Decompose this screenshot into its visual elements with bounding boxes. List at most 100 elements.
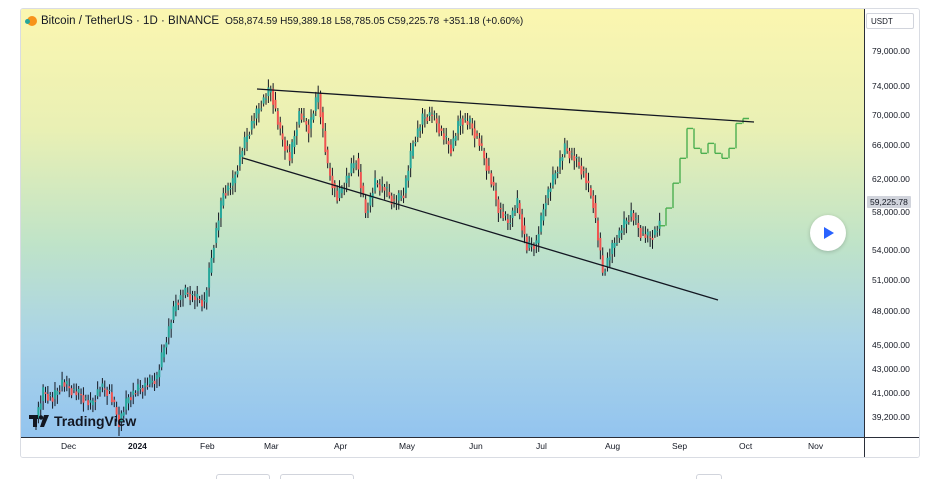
candle-down [582,169,585,171]
candle-down [573,155,576,161]
candle-up [314,97,317,112]
play-button[interactable] [810,215,846,251]
candle-up [608,256,611,261]
candle-up [227,185,230,191]
candle-down [435,118,438,124]
candle-up [381,184,384,186]
candle-down [198,298,201,301]
price-axis[interactable] [864,9,919,437]
candle-down [518,203,521,215]
candle-down [357,158,360,170]
candle-down [497,199,500,214]
candle-down [200,300,203,307]
candle-up [416,128,419,138]
candle-up [182,297,185,299]
candle-down [134,393,137,395]
price-tick-label: 48,000.00 [872,306,910,316]
candlestick-chart[interactable] [21,9,864,437]
candle-down [46,393,49,401]
price-tick-label: 70,000.00 [872,110,910,120]
candle-up [310,117,313,129]
candle-up [165,342,168,348]
candle-down [283,139,286,151]
candle-up [174,302,177,312]
candle-up [217,220,220,231]
symbol-legend: Bitcoin / TetherUS · 1D · BINANCE O58,87… [25,15,524,27]
time-tick-label: Sep [672,441,688,451]
price-tick-label: 62,000.00 [872,174,910,184]
candle-up [454,135,457,141]
candle-up [191,293,194,296]
candle-up [172,306,175,321]
candle-up [428,112,431,116]
candle-up [369,195,372,206]
candle-down [103,388,106,390]
price-change: +351.18 (+0.60%) [443,15,524,27]
candle-up [132,390,135,396]
candle-up [260,108,263,110]
candle-up [265,98,268,100]
candle-up [167,326,170,338]
candle-up [646,231,649,236]
candle-up [317,93,320,103]
candle-up [163,347,166,358]
candle-down [627,220,630,222]
candle-up [528,241,531,248]
candle-down [305,120,308,125]
candle-down [80,393,83,396]
candle-up [231,178,234,186]
candle-down [378,184,381,191]
tradingview-wordmark: TradingView [54,413,137,429]
candle-up [212,247,215,258]
candle-down [587,180,590,184]
candle-up [222,193,225,206]
bottom-tab-2[interactable] [280,474,354,479]
candle-up [155,374,158,380]
candle-up [400,195,403,199]
candle-up [267,87,270,97]
bottom-tab-1[interactable] [216,474,270,479]
candle-down [461,118,464,125]
candle-down [272,88,275,105]
candle-down [393,199,396,201]
currency-selector[interactable]: USDT [866,13,914,29]
tradingview-logo[interactable]: TradingView [29,413,136,429]
trendline-lower [242,157,719,301]
candle-down [141,387,144,392]
candle-down [58,390,61,392]
candle-up [340,188,343,194]
candle-down [589,188,592,196]
time-axis[interactable] [21,437,864,457]
candle-down [115,407,118,415]
candle-up [366,210,369,214]
price-tick-label: 54,000.00 [872,245,910,255]
candle-up [170,322,173,329]
candle-down [146,385,149,387]
candle-up [419,127,422,131]
candle-up [236,170,239,175]
symbol-title[interactable]: Bitcoin / TetherUS · 1D · BINANCE [41,15,220,27]
candle-up [65,381,68,385]
candle-up [293,135,296,148]
candle-up [604,271,607,273]
candle-down [585,173,588,184]
bottom-tab-3[interactable] [696,474,722,479]
candle-up [49,394,52,396]
candle-down [632,213,635,221]
candle-down [487,165,490,171]
candle-down [471,123,474,129]
time-tick-label: Oct [739,441,753,451]
candle-up [295,129,298,136]
candle-up [234,174,237,184]
candle-down [82,395,85,403]
candle-up [139,387,142,390]
time-tick-label: Dec [61,441,77,451]
candle-down [324,130,327,153]
candle-down [440,128,443,131]
candle-down [329,168,332,176]
candle-down [359,171,362,189]
candle-up [203,300,206,302]
candle-down [644,234,647,238]
candle-up [250,120,253,130]
candle-down [276,111,279,125]
